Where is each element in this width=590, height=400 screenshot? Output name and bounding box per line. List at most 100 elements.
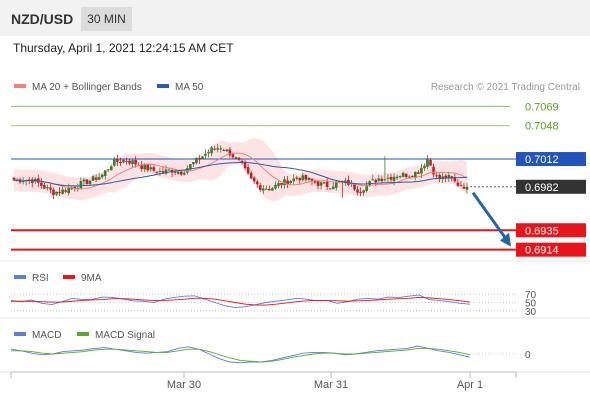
support-label-bg [516,223,586,238]
candle-body [52,189,55,196]
candle-body [274,184,277,189]
candle-body [438,174,441,180]
candle-body [310,178,314,181]
ma20-legend-label: MA 20 + Bollinger Bands [32,82,142,93]
candle-body [204,153,207,156]
candle-body [334,181,338,188]
main-price-panel: 0.7069 0.7048 0.7012 0.6982 0.6935 0.6914 [11,101,586,257]
candle-body [116,158,119,162]
candle-body [143,164,147,170]
candle-body [27,179,31,181]
candle-body [210,147,213,154]
candle-body [106,169,110,171]
candle-body [201,156,204,159]
candle-body [79,181,83,189]
candle-body [420,167,423,174]
candle-body [128,160,131,164]
candle-body [182,172,186,175]
candle-body [76,187,80,189]
candle-body [155,171,159,173]
rsi-9ma-line [11,297,471,306]
candle-body [55,191,58,195]
time-axis: Mar 30 Mar 31 Apr 1 [10,371,517,391]
candle-body [46,187,49,189]
candle-body [134,159,137,165]
candle-body [359,191,362,193]
macd-legend-swatch [14,332,26,336]
candle-body [176,171,180,174]
candle-body [426,159,429,167]
candle-body [61,189,64,194]
candle-body [195,157,198,164]
candle-body [167,169,171,171]
candle-body [125,160,128,162]
candle-body [441,176,444,179]
candle-body [271,188,274,191]
candle-body [43,185,46,189]
candle-body [216,148,219,150]
candle-body [249,172,253,179]
candle-body [122,159,125,163]
candle-body [417,172,420,174]
candle-body [392,176,396,181]
candle-body [119,162,122,164]
chart-header: NZD/USD 30 MIN [0,0,590,36]
support-label: 0.6914 [525,245,559,257]
candle-body [353,184,356,190]
candle-body [73,186,77,189]
candle-body [277,183,280,187]
candle-body [292,178,296,182]
candle-body [280,182,283,185]
candle-body [58,191,61,193]
candle-body [231,154,235,158]
macd-signal-line [11,347,471,363]
candle-body [109,166,113,170]
candle-body [465,186,469,190]
candle-body [149,167,153,170]
candle-body [322,182,326,184]
support-label: 0.6935 [525,225,559,237]
candle-body [265,188,268,190]
candle-body [243,162,247,169]
candle-body [459,185,463,187]
candle-body [228,149,232,156]
support-label-bg [516,242,586,257]
candle-body [444,175,448,179]
candle-body [344,180,347,183]
rsi-tick-label: 30 [525,307,537,318]
candle-body [328,188,332,190]
rsi-tick-label: 70 [525,290,537,301]
nine-ma-legend-swatch [63,275,75,279]
candle-body [462,186,466,189]
candle-body [103,170,107,176]
candle-body [316,181,320,186]
rsi-legend-label: RSI [32,273,49,284]
candle-body [347,179,350,185]
candle-body [401,172,405,177]
candle-body [377,178,381,181]
candle-body [371,179,375,181]
nine-ma-legend-label: 9MA [81,273,102,284]
candle-body [140,165,143,170]
candle-body [234,157,238,159]
time-axis-label: Apr 1 [457,379,483,391]
candle-body [21,181,25,183]
candle-body [85,179,89,185]
candle-body [198,157,201,160]
candle-body [146,164,150,171]
pivot-label-bg [516,152,586,167]
timeframe-button[interactable]: 30 MIN [81,7,132,31]
ma20-legend-swatch [14,84,26,88]
candle-body [246,167,250,174]
ma20-line [13,152,468,190]
candle-body [304,174,308,180]
date-text: Thursday, April 1, 2021 12:24:15 AM CET [13,41,234,55]
ma50-legend-swatch [157,84,169,88]
candle-body [213,148,216,150]
candle-body [152,167,156,171]
macd-signal-legend-swatch [77,332,89,336]
candle-body [49,187,52,190]
candle-body [395,176,399,178]
candle-body [398,176,402,178]
candle-body [158,170,162,172]
